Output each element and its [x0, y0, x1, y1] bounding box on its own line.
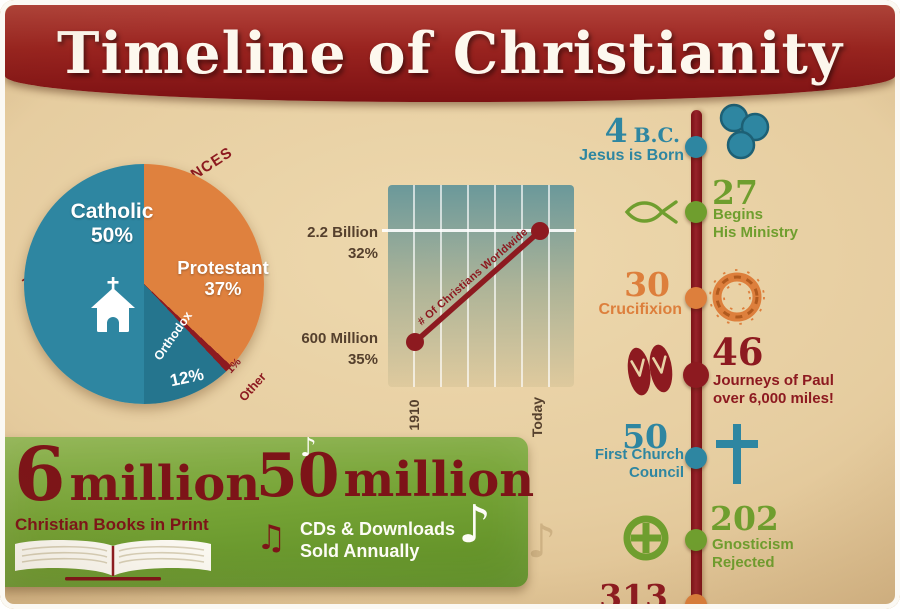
- timeline-label-gnosticism-rejected: Gnosticism Rejected: [712, 536, 794, 571]
- timeline-label-first-church-council: First Church Council: [594, 446, 684, 481]
- timeline-label-journeys-of-paul: Journeys of Paul over 6,000 miles!: [713, 372, 834, 407]
- coins-icon: [719, 103, 770, 160]
- growth-chart-plot: [382, 185, 576, 387]
- music-stat: 50 million: [256, 443, 534, 509]
- data-point-1910: [406, 333, 424, 351]
- slice-name: Protestant: [177, 257, 269, 278]
- timeline-label-crucifixion: Crucifixion: [598, 301, 682, 318]
- data-point-today: [531, 222, 549, 240]
- timeline-node-30: [685, 287, 707, 309]
- slice-pct: 37%: [204, 277, 242, 299]
- music-number: 50: [256, 441, 340, 511]
- crown-of-thorns-icon: [709, 269, 765, 325]
- value-label-1910: 600 Million 35%: [301, 330, 378, 368]
- timeline-node-27: [685, 201, 707, 223]
- timeline-axis: [691, 110, 702, 609]
- sandals-icon: [627, 344, 673, 396]
- timeline-label-ministry: Begins His Ministry: [713, 206, 799, 241]
- music-caption-line1: CDs & Downloads: [300, 519, 456, 539]
- timeline-year-30: 30: [624, 265, 670, 304]
- music-note-icon: ♪: [458, 495, 492, 555]
- timeline-node-4bc: [685, 136, 707, 158]
- value-label-today: 2.2 Billion 32%: [307, 224, 378, 262]
- x-axis-label-1910: 1910: [406, 399, 422, 431]
- music-note-icon: ♪: [527, 514, 557, 568]
- top-gridline: [382, 229, 576, 232]
- music-caption-line2: Sold Annually: [300, 541, 420, 561]
- pie-label-protestant: Protestant 37%: [158, 257, 288, 299]
- slice-name: Catholic: [70, 200, 154, 223]
- x-axis-label-today: Today: [529, 396, 545, 438]
- pie-label-other-name: Other: [236, 369, 270, 405]
- growth-line: [406, 222, 549, 351]
- slice-pct: 50%: [90, 223, 134, 247]
- timeline-year-202: 202: [710, 499, 779, 538]
- timeline-node-46: [683, 362, 709, 388]
- books-unit: million: [69, 456, 261, 512]
- timeline-label-jesus-is-born: Jesus is Born: [579, 147, 684, 164]
- church-icon: [91, 277, 135, 332]
- books-stat: 6 million: [14, 435, 260, 515]
- music-note-icon: ♪: [300, 433, 317, 463]
- timeline-node-50: [685, 447, 707, 469]
- music-unit: million: [343, 452, 535, 508]
- page-title: Timeline of Christianity: [57, 20, 843, 87]
- media-stats-banner: 6 million Christian Books in Print 50 mi…: [0, 433, 534, 587]
- circle-cross-icon: [623, 515, 669, 561]
- timeline-year-4bc: 4 B.C.: [604, 111, 680, 150]
- fish-icon: [624, 200, 678, 224]
- timeline-year-46: 46: [712, 330, 764, 374]
- timeline-year-313: 313: [599, 577, 668, 609]
- books-caption: Christian Books in Print: [15, 515, 209, 534]
- open-book-icon: [15, 540, 211, 581]
- timeline-year-50: 50: [622, 417, 668, 456]
- header-banner: Timeline of Christianity: [5, 5, 895, 102]
- theology-pie-chart: [24, 164, 264, 404]
- pie-label-catholic: Catholic 50%: [52, 200, 172, 247]
- books-number: 6: [14, 432, 66, 518]
- cross-icon: [716, 424, 758, 484]
- timeline-year-27: 27: [712, 173, 758, 212]
- music-note-icon: ♫: [256, 518, 287, 558]
- timeline-node-202: [685, 529, 707, 551]
- timeline-node-313: [685, 594, 707, 609]
